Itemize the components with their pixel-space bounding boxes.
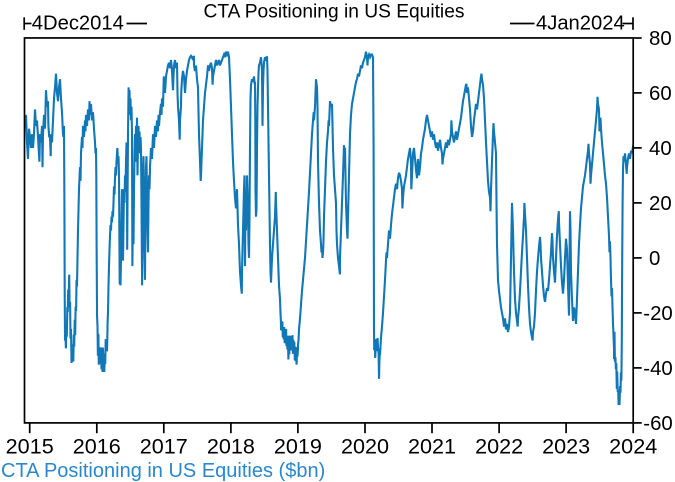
svg-text:2018: 2018	[207, 434, 255, 459]
svg-text:0: 0	[649, 248, 660, 270]
svg-text:2019: 2019	[274, 434, 322, 459]
svg-text:80: 80	[649, 28, 672, 50]
svg-text:2016: 2016	[73, 434, 121, 459]
svg-text:4Jan2024: 4Jan2024	[536, 13, 625, 35]
svg-text:2015: 2015	[6, 434, 54, 459]
svg-text:2023: 2023	[542, 434, 590, 459]
svg-text:20: 20	[649, 193, 672, 215]
svg-text:4Dec2014: 4Dec2014	[32, 13, 124, 35]
svg-text:2020: 2020	[341, 434, 389, 459]
svg-text:2024: 2024	[609, 434, 657, 459]
svg-text:2022: 2022	[475, 434, 523, 459]
svg-text:-20: -20	[643, 303, 672, 325]
svg-text:60: 60	[649, 83, 672, 105]
svg-text:-40: -40	[643, 358, 672, 380]
svg-text:-60: -60	[643, 413, 672, 435]
svg-text:2017: 2017	[140, 434, 188, 459]
svg-text:CTA Positioning in US Equities: CTA Positioning in US Equities ($bn)	[1, 460, 325, 482]
svg-text:CTA Positioning in US Equities: CTA Positioning in US Equities	[204, 2, 465, 23]
svg-text:40: 40	[649, 138, 672, 160]
svg-text:2021: 2021	[408, 434, 456, 459]
